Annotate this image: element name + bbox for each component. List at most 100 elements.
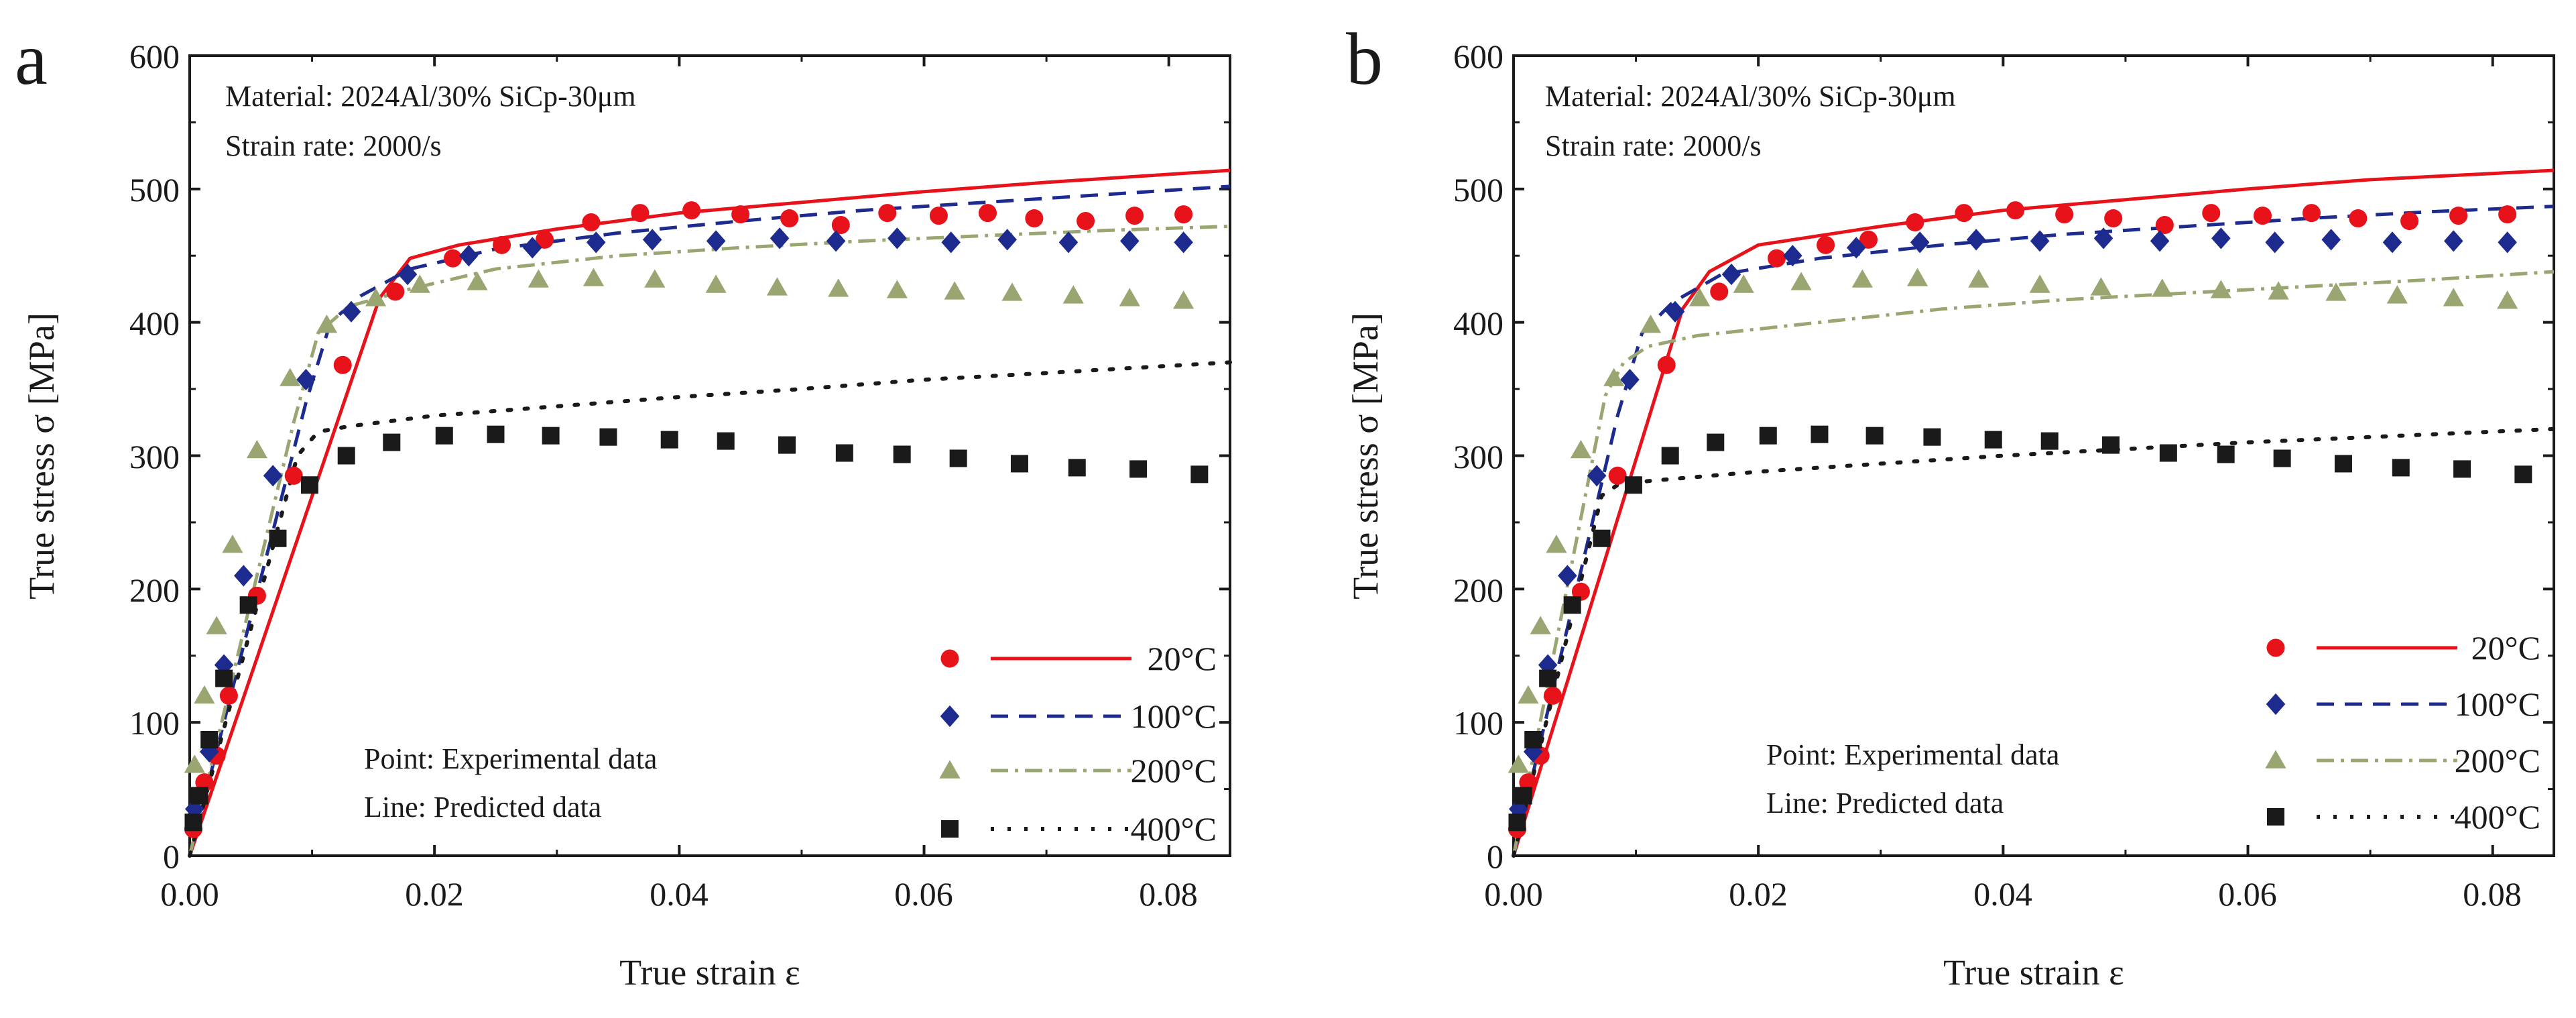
y-tick-label: 300 <box>1453 438 1504 475</box>
data-point-400c <box>300 476 318 494</box>
legend-marker-400c <box>2267 808 2284 826</box>
data-point-400c <box>1624 476 1642 494</box>
data-point-200c <box>1119 288 1140 306</box>
data-point-200c <box>1968 269 1989 288</box>
y-tick-label: 200 <box>129 571 180 609</box>
legend-marker-200c <box>2265 750 2286 769</box>
data-point-200c <box>206 616 227 634</box>
data-point-20c <box>493 235 511 254</box>
data-point-20c <box>1519 773 1538 792</box>
experimental-points-b <box>1508 201 2532 838</box>
data-point-20c <box>1859 230 1878 249</box>
strain-rate-annotation-b: Strain rate: 2000/s <box>1545 129 1762 162</box>
data-point-200c <box>944 281 965 300</box>
data-point-20c <box>535 230 554 249</box>
data-point-200c <box>1508 754 1529 773</box>
experimental-points-a <box>184 201 1209 838</box>
data-point-100c <box>1846 237 1866 259</box>
y-axis-title-a: True stress σ [MPa] <box>21 313 62 600</box>
data-point-400c <box>215 669 233 687</box>
data-point-20c <box>582 213 601 232</box>
data-point-20c <box>1125 207 1144 225</box>
data-point-200c <box>1546 534 1567 553</box>
legend-symbol <box>941 820 959 838</box>
data-point-200c <box>409 274 430 293</box>
data-point-20c <box>1077 212 1095 231</box>
data-point-400c <box>1661 447 1679 465</box>
data-point-100c <box>1174 231 1193 253</box>
x-tick-label: 0.04 <box>650 875 709 913</box>
legend-symbol <box>940 705 960 728</box>
y-tick-label: 400 <box>129 304 180 342</box>
y-tick-label: 100 <box>1453 704 1504 742</box>
data-point-20c <box>2449 207 2468 225</box>
data-point-100c <box>2150 230 2170 252</box>
data-point-200c <box>280 367 301 386</box>
legend-marker-400c <box>941 820 959 838</box>
data-point-200c <box>1603 367 1625 386</box>
data-point-200c <box>2443 288 2464 306</box>
data-point-20c <box>1657 355 1676 374</box>
data-point-400c <box>239 596 257 614</box>
data-point-200c <box>246 439 268 459</box>
material-annotation-b: Material: 2024Al/30% SiCp-30μm <box>1545 80 1956 113</box>
data-point-100c <box>1783 245 1802 267</box>
data-point-20c <box>2202 204 2221 223</box>
data-point-100c <box>642 229 662 251</box>
data-point-20c <box>2302 204 2321 223</box>
legend-symbol <box>2266 693 2286 716</box>
data-point-400c <box>1593 529 1611 547</box>
y-tick-label: 500 <box>129 171 180 209</box>
data-point-100c <box>1509 798 1528 820</box>
data-point-400c <box>2514 465 2532 484</box>
data-point-100c <box>706 230 726 252</box>
data-point-100c <box>296 369 316 391</box>
data-point-100c <box>826 230 846 252</box>
data-point-100c <box>1587 465 1607 487</box>
data-point-100c <box>1665 300 1685 323</box>
legend-symbol <box>939 760 961 779</box>
data-point-400c <box>1759 427 1777 445</box>
data-point-20c <box>1817 235 1835 254</box>
data-point-400c <box>1984 431 2002 449</box>
legend-label-200c: 200°C <box>2455 742 2540 779</box>
data-point-20c <box>2155 215 2174 235</box>
data-point-20c <box>333 355 352 374</box>
legend-label-200c: 200°C <box>1131 752 1217 789</box>
data-point-100c <box>1523 740 1543 763</box>
data-point-200c <box>886 280 908 298</box>
data-point-200c <box>365 288 387 306</box>
data-point-100c <box>2265 231 2284 253</box>
predicted-line-100c <box>1512 205 2555 856</box>
y-tick-label: 300 <box>129 438 180 475</box>
data-point-20c <box>831 215 850 235</box>
data-point-100c <box>2093 227 2113 249</box>
data-point-400c <box>1129 460 1148 478</box>
y-tick-label: 600 <box>1453 38 1504 75</box>
data-point-400c <box>2102 436 2120 454</box>
data-point-100c <box>1620 369 1640 391</box>
data-point-200c <box>1733 274 1754 293</box>
data-point-100c <box>341 300 361 323</box>
data-point-100c <box>522 237 542 259</box>
data-point-400c <box>200 731 219 749</box>
panel-b: b 0 100 200 300 400 500 600 0.00 0.02 0.… <box>1345 18 2556 993</box>
data-point-20c <box>731 205 750 224</box>
x-axis-title-b: True strain ε <box>1943 952 2124 993</box>
data-point-400c <box>717 432 735 450</box>
data-point-200c <box>316 315 338 333</box>
data-point-200c <box>1570 439 1592 459</box>
data-point-200c <box>1851 269 1873 288</box>
data-point-20c <box>2006 201 2025 220</box>
data-point-20c <box>1543 686 1562 705</box>
data-point-20c <box>2349 209 2368 228</box>
data-point-100c <box>887 227 907 249</box>
y-tick-label: 400 <box>1453 304 1504 342</box>
data-point-200c <box>2090 277 2112 296</box>
data-point-200c <box>828 278 849 297</box>
data-point-200c <box>467 272 488 290</box>
data-point-400c <box>1514 787 1532 805</box>
data-point-200c <box>2325 282 2347 301</box>
data-point-400c <box>1010 455 1028 473</box>
